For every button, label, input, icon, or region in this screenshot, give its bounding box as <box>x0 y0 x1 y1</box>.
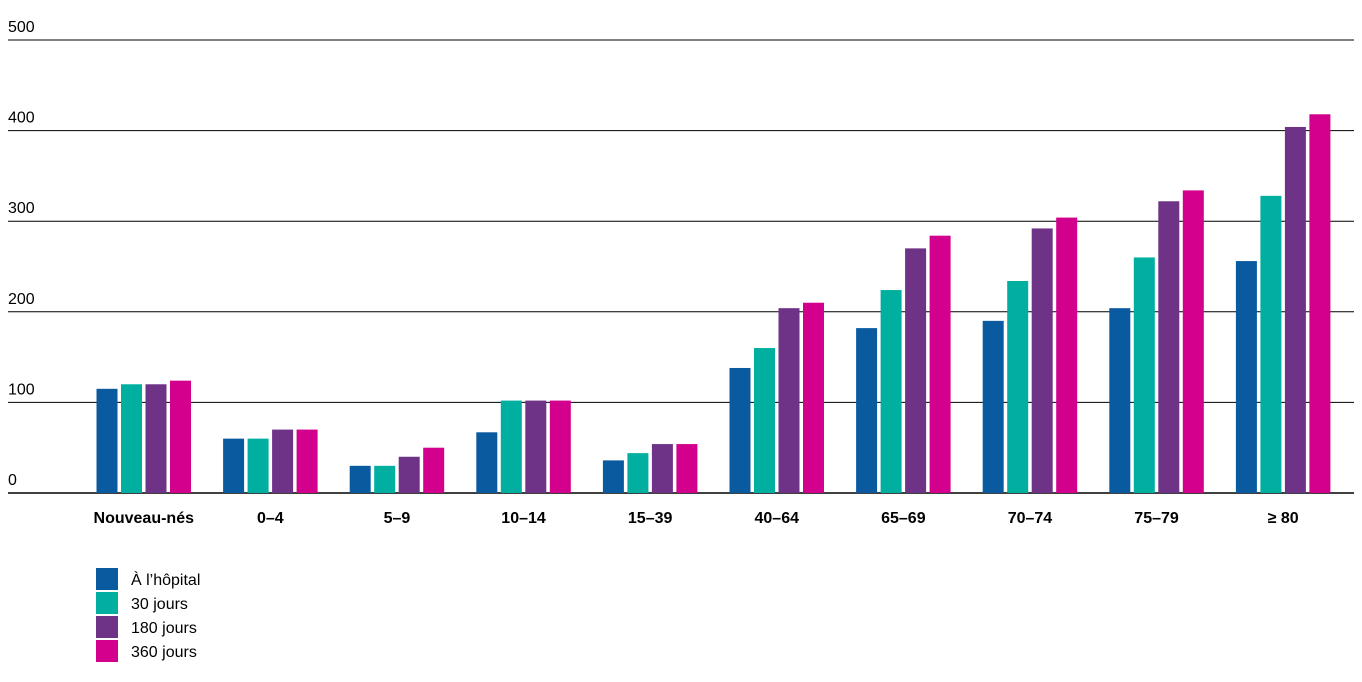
bar <box>1031 228 1053 493</box>
x-tick-label: 5–9 <box>384 510 411 527</box>
x-tick-label: Nouveau-nés <box>94 510 195 527</box>
y-tick-label: 500 <box>8 19 35 36</box>
bar <box>1284 126 1306 493</box>
x-tick-label: 10–14 <box>501 510 546 527</box>
legend-item: À l’hôpital <box>96 568 200 590</box>
bar <box>676 444 698 493</box>
bar-group <box>1235 114 1331 494</box>
bar <box>500 400 522 493</box>
bar <box>1182 190 1204 493</box>
x-tick-label: 75–79 <box>1134 510 1179 527</box>
bar <box>856 328 878 493</box>
bar <box>247 438 269 493</box>
legend-swatch <box>96 616 118 638</box>
bar <box>349 465 371 493</box>
bar <box>398 456 420 493</box>
bar-group <box>1109 190 1204 493</box>
legend-swatch <box>96 568 118 590</box>
bar <box>121 384 142 493</box>
bar <box>905 248 927 493</box>
bar <box>1007 280 1029 493</box>
legend: À l’hôpital 30 jours 180 jours 360 jours <box>96 568 200 662</box>
bar <box>525 400 547 493</box>
legend-label: 30 jours <box>131 596 188 613</box>
bar <box>982 320 1004 493</box>
bar <box>929 235 951 494</box>
y-tick-label: 200 <box>8 291 35 308</box>
bar <box>627 453 649 493</box>
bar <box>145 384 167 493</box>
bar <box>778 308 800 493</box>
bar <box>1109 308 1131 493</box>
bar-group <box>349 447 445 493</box>
legend-swatch <box>96 640 118 662</box>
bar-group <box>476 400 571 493</box>
bar-group <box>96 380 191 493</box>
x-tick-label: 40–64 <box>755 510 800 527</box>
bar <box>803 302 824 493</box>
legend-item: 360 jours <box>96 640 197 662</box>
bar <box>374 465 396 493</box>
bar <box>1309 114 1331 494</box>
bar-group <box>856 235 951 494</box>
bar <box>96 388 118 493</box>
x-tick-label: 65–69 <box>881 510 926 527</box>
y-tick-label: 100 <box>8 381 35 398</box>
bar <box>549 400 571 493</box>
bar <box>1260 195 1282 493</box>
bar <box>272 429 294 493</box>
bar-group <box>729 302 824 493</box>
y-tick-label: 400 <box>8 110 35 127</box>
bar <box>729 367 751 493</box>
bar-group <box>982 217 1078 494</box>
bar <box>651 444 673 493</box>
bar <box>1235 261 1257 493</box>
bar <box>476 432 498 493</box>
bar <box>880 290 902 493</box>
y-tick-label: 300 <box>8 200 35 217</box>
legend-label: 180 jours <box>131 620 197 637</box>
bar <box>1133 257 1155 493</box>
bar <box>223 438 245 493</box>
bar <box>170 380 191 493</box>
legend-swatch <box>96 592 118 614</box>
bar <box>296 429 318 493</box>
bar <box>423 447 445 493</box>
y-tick-label: 0 <box>8 472 17 489</box>
bar <box>754 348 775 493</box>
x-tick-label: 70–74 <box>1008 510 1053 527</box>
legend-label: 360 jours <box>131 644 197 661</box>
legend-item: 180 jours <box>96 616 197 638</box>
x-tick-label: 15–39 <box>628 510 673 527</box>
bar <box>1158 201 1180 493</box>
legend-item: 30 jours <box>96 592 188 614</box>
bar <box>602 460 624 493</box>
x-axis-category-labels: Nouveau-nés 0–4 5–9 10–14 15–39 40–64 65–69 70–… <box>94 510 1299 527</box>
x-tick-label: 0–4 <box>257 510 284 527</box>
bar <box>1056 217 1078 494</box>
y-axis-tick-labels: 0 100 200 300 400 500 <box>8 19 35 489</box>
legend-label: À l’hôpital <box>131 570 200 589</box>
bar-group <box>223 429 318 493</box>
x-tick-label: ≥ 80 <box>1268 510 1299 527</box>
bar-group <box>602 444 698 493</box>
bars <box>96 114 1331 494</box>
